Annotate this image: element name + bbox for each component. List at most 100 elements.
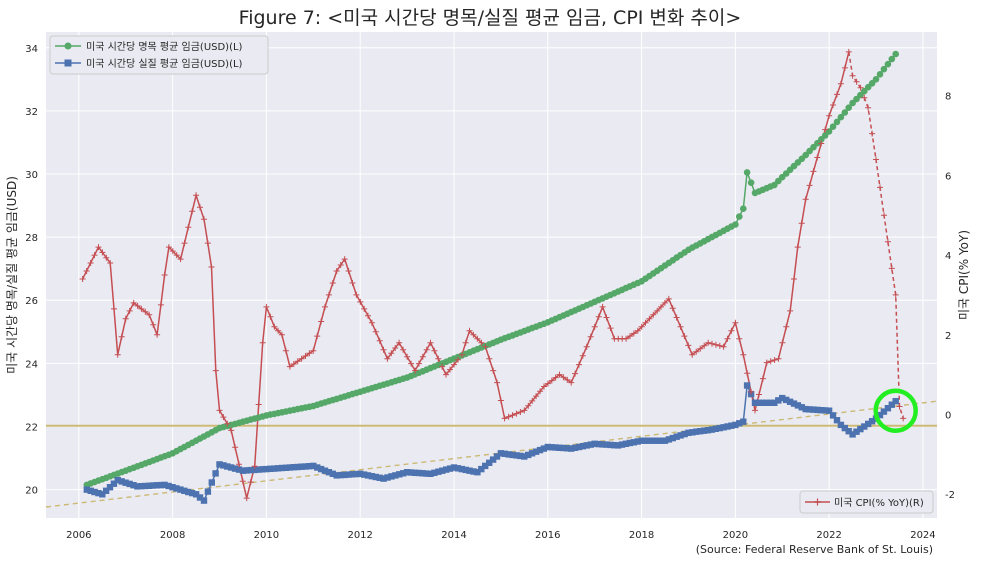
cpi-point (759, 375, 766, 382)
real-wage-point (310, 462, 317, 470)
cpi-point (845, 48, 852, 55)
real-wage-point (607, 441, 614, 449)
cpi-point (529, 397, 536, 404)
real-wage-point (552, 444, 559, 451)
real-wage-point (630, 439, 637, 446)
real-wage-point (646, 437, 653, 444)
cpi-point (654, 307, 661, 314)
real-wage-point (888, 401, 895, 408)
real-wage-point (571, 444, 579, 451)
real-wage-point (114, 476, 121, 484)
cpi-point (677, 323, 684, 330)
cpi-point (599, 303, 606, 310)
y-left-tick-label: 22 (25, 422, 38, 433)
reference-lines (45, 400, 938, 508)
real-wage-point (501, 450, 508, 457)
cpi-point (435, 355, 442, 362)
real-wage-point (130, 482, 137, 489)
cpi-point (544, 380, 551, 387)
cpi-point (693, 348, 700, 355)
cpi-point (665, 295, 672, 302)
real-wage-point (427, 470, 434, 477)
real-wage-point (474, 469, 481, 476)
real-wage-point (837, 421, 845, 429)
cpi-point (541, 383, 547, 390)
cpi-point (278, 331, 285, 338)
real-wage-point (489, 456, 497, 463)
y-left-tick-label: 20 (25, 486, 38, 497)
real-wage-point (192, 491, 200, 498)
real-wage-point (622, 440, 630, 447)
real-wage-point (528, 450, 536, 457)
cpi-point (771, 357, 778, 363)
legend-right: 미국 CPI(% YoY)(R) (799, 490, 934, 514)
cpi-point (572, 370, 579, 377)
cpi-point (603, 314, 610, 321)
real-wage-point (654, 437, 661, 444)
cpi-point (884, 238, 891, 245)
x-tick-label: 2022 (816, 530, 841, 541)
real-wage-point (599, 441, 606, 448)
cpi-point (451, 361, 457, 368)
real-wage-point (786, 398, 794, 405)
y-left-tick-label: 30 (25, 170, 38, 181)
cpi-point (681, 333, 688, 340)
real-wage-point (392, 472, 399, 479)
real-wage-point (849, 431, 856, 438)
real-wage-point (732, 421, 739, 429)
cpi-point (388, 350, 395, 357)
real-wage-point (403, 469, 411, 476)
real-wage-point (724, 423, 731, 430)
real-wage-point (384, 474, 391, 481)
real-wage-point (556, 444, 563, 451)
real-wage-point (814, 406, 821, 414)
nominal-wage-point (837, 113, 845, 121)
real-wage-point (185, 488, 192, 496)
cpi-point (857, 84, 864, 91)
real-wage-point (810, 406, 817, 413)
cpi-point (595, 313, 602, 320)
cpi-point (462, 339, 469, 346)
legend-nominal-label: 미국 시간당 명목 평균 임금(USD)(L) (86, 40, 243, 53)
real-wage-point (548, 444, 555, 451)
cpi-point (861, 94, 868, 101)
cpi-point (517, 409, 524, 415)
cpi-point (482, 343, 489, 350)
cpi-point (627, 333, 633, 340)
real-wage-point (95, 489, 102, 497)
cpi-point (709, 340, 715, 347)
x-tick-label: 2020 (723, 530, 748, 541)
nominal-wage-point (732, 221, 739, 228)
cpi-point (134, 302, 141, 309)
real-wage-point (685, 429, 692, 436)
real-wage-point (196, 494, 204, 501)
cpi-point (259, 339, 266, 346)
cpi-point (345, 268, 352, 274)
x-tick-label: 2012 (347, 530, 372, 541)
real-wage-point (294, 463, 301, 471)
y-right-tick-label: -2 (945, 490, 955, 501)
cpi-point (564, 376, 571, 383)
real-wage-point (767, 399, 774, 406)
real-wage-point (220, 462, 227, 469)
real-wage-point (360, 471, 368, 478)
cpi-point (478, 339, 485, 346)
real-wage-point (818, 407, 825, 414)
cpi-point (646, 315, 653, 322)
real-wage-point (83, 486, 90, 493)
real-wage-point (255, 466, 262, 473)
cpi-point (775, 355, 782, 362)
real-wage-point (482, 462, 489, 470)
cpi-point (239, 478, 246, 485)
y-left-tick-label: 34 (25, 44, 38, 55)
y-left-tick-label: 26 (25, 296, 38, 307)
y-left-tick-label: 28 (25, 233, 38, 244)
real-wage-point (665, 436, 673, 443)
nominal-wage-point (736, 213, 743, 220)
cpi-point (494, 379, 501, 386)
cpi-point (122, 315, 129, 322)
real-wage-point (677, 432, 684, 439)
real-wage-point (368, 473, 376, 480)
real-wage-point (845, 428, 852, 435)
real-wage-point (181, 487, 188, 494)
